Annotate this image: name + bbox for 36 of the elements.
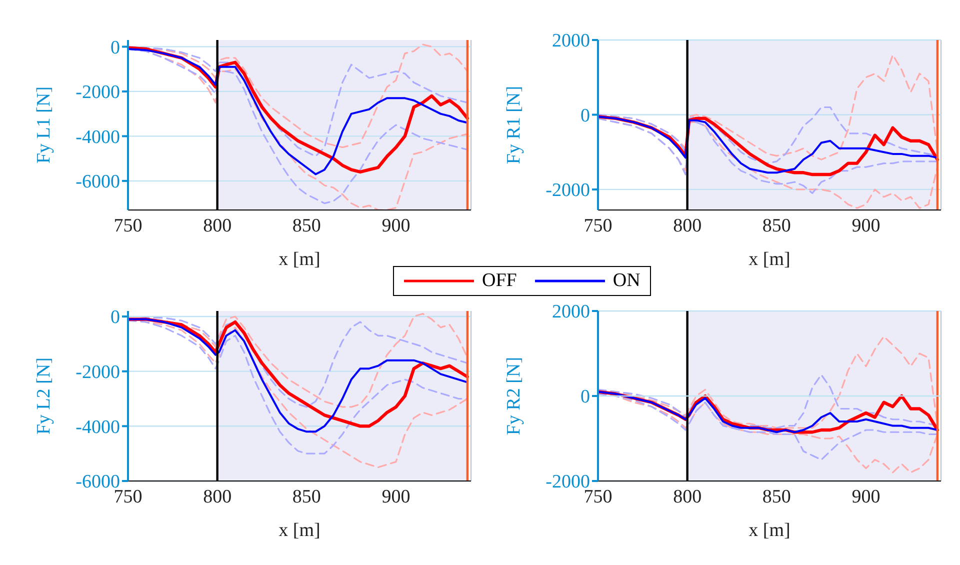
y-axis-title: Fy L1 [N] (34, 86, 55, 164)
y-tick-label: 2000 (552, 30, 590, 52)
y-tick-label: 0 (580, 386, 590, 408)
x-tick-label: 850 (762, 486, 791, 508)
y-tick-label: -2000 (76, 362, 120, 384)
x-tick-label: 750 (584, 215, 612, 236)
x-tick-label: 800 (203, 215, 232, 236)
x-axis-title: x [m] (278, 249, 320, 270)
x-tick-label: 750 (114, 215, 142, 236)
y-axis-title: Fy R1 [N] (504, 86, 525, 164)
y-axis-title: Fy R2 [N] (504, 356, 525, 436)
x-tick-label: 900 (852, 486, 880, 508)
x-tick-label: 900 (852, 215, 880, 236)
x-tick-label: 900 (382, 486, 410, 508)
y-tick-label: 2000 (552, 302, 590, 323)
x-tick-label: 900 (382, 215, 410, 236)
y-tick-label: -2000 (76, 82, 120, 104)
x-tick-label: 800 (673, 215, 702, 236)
y-tick-label: -4000 (76, 126, 120, 148)
x-axis-title: x [m] (278, 520, 320, 541)
y-tick-label: 0 (110, 37, 120, 58)
y-tick-label: 0 (580, 105, 590, 126)
y-tick-label: 0 (110, 307, 120, 328)
x-tick-label: 800 (203, 486, 232, 508)
x-axis-title: x [m] (748, 520, 790, 541)
x-tick-label: 850 (292, 215, 321, 236)
x-axis-title: x [m] (748, 249, 790, 270)
y-tick-label: -2000 (546, 180, 590, 202)
x-tick-label: 850 (292, 486, 321, 508)
legend-label: OFF (482, 270, 517, 292)
y-axis-title: Fy L2 [N] (34, 357, 55, 435)
x-tick-label: 850 (762, 215, 791, 236)
y-tick-label: -4000 (76, 416, 120, 438)
y-tick-label: -6000 (76, 172, 120, 193)
x-tick-label: 800 (673, 486, 702, 508)
legend-label: ON (612, 270, 640, 292)
